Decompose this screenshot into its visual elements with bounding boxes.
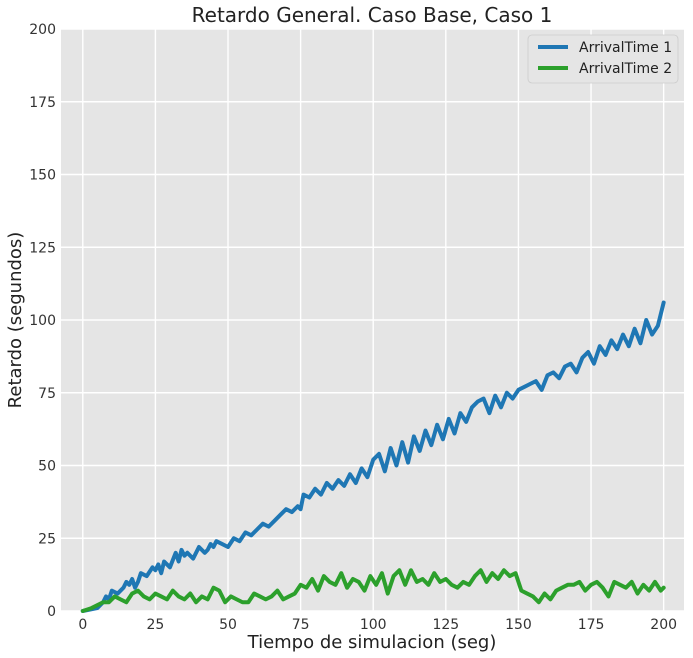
legend-label: ArrivalTime 2 <box>579 61 672 77</box>
x-tick-label: 50 <box>219 617 237 633</box>
x-axis-label: Tiempo de simulacion (seg) <box>247 632 497 653</box>
y-tick-label: 175 <box>29 95 56 111</box>
y-tick-label: 200 <box>29 22 56 38</box>
y-tick-label: 150 <box>29 168 56 184</box>
y-tick-label: 125 <box>29 240 56 256</box>
series-2 <box>80 568 666 613</box>
y-axis-ticks: 0 25 50 75 100 125 150 175 200 <box>29 22 56 620</box>
y-axis-label: Retardo (segundos) <box>5 232 26 409</box>
y-tick-label: 25 <box>38 531 56 547</box>
x-tick-label: 125 <box>432 617 459 633</box>
x-tick-label: 75 <box>292 617 310 633</box>
legend-label: ArrivalTime 1 <box>579 40 672 56</box>
y-tick-label: 100 <box>29 313 56 329</box>
x-tick-label: 200 <box>650 617 677 633</box>
x-tick-label: 150 <box>505 617 532 633</box>
series-lines <box>80 300 666 613</box>
y-tick-label: 50 <box>38 459 56 475</box>
y-tick-label: 0 <box>47 604 56 620</box>
y-tick-label: 75 <box>38 386 56 402</box>
chart-title: Retardo General. Caso Base, Caso 1 <box>192 3 553 27</box>
legend: ArrivalTime 1 ArrivalTime 2 <box>527 34 679 84</box>
x-axis-ticks: 0 25 50 75 100 125 150 175 200 <box>78 617 677 633</box>
grid-lines <box>61 28 684 612</box>
x-tick-label: 25 <box>146 617 164 633</box>
x-tick-label: 175 <box>578 617 605 633</box>
x-tick-label: 0 <box>78 617 87 633</box>
x-tick-label: 100 <box>360 617 387 633</box>
